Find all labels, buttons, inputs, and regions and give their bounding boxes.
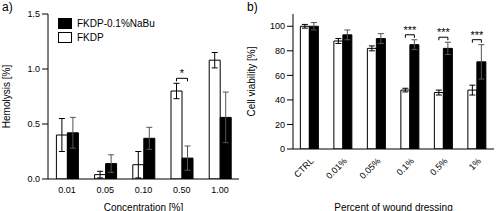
svg-text:0.5: 0.5: [27, 119, 40, 129]
svg-text:***: ***: [470, 29, 484, 41]
svg-text:*: *: [180, 67, 185, 79]
svg-text:0.5%: 0.5%: [428, 156, 450, 178]
html-text:FKDP: FKDP: [77, 32, 104, 43]
svg-text:0.05%: 0.05%: [358, 156, 383, 181]
svg-text:Hemolysis [%]: Hemolysis [%]: [8, 65, 12, 129]
svg-text:Concentration [%]: Concentration [%]: [104, 202, 184, 211]
svg-text:0: 0: [280, 144, 285, 154]
svg-text:1.5: 1.5: [27, 9, 40, 19]
svg-text:1.00: 1.00: [211, 185, 229, 195]
svg-text:0.1%: 0.1%: [395, 156, 417, 178]
svg-text:40: 40: [275, 95, 285, 105]
svg-text:80: 80: [275, 46, 285, 56]
html-text:FKDP-0.1%NaBu: FKDP-0.1%NaBu: [77, 18, 155, 29]
svg-text:60: 60: [275, 71, 285, 81]
svg-text:1.0: 1.0: [27, 64, 40, 74]
svg-text:0.05: 0.05: [97, 185, 115, 195]
html-text:b): b): [247, 0, 258, 14]
svg-text:0.0: 0.0: [27, 174, 40, 184]
svg-text:CTRL: CTRL: [292, 156, 316, 180]
svg-text:0.10: 0.10: [135, 185, 153, 195]
svg-text:0.50: 0.50: [173, 185, 191, 195]
svg-text:0.01: 0.01: [58, 185, 76, 195]
svg-text:Cell viability [%]: Cell viability [%]: [246, 46, 257, 116]
svg-text:20: 20: [275, 120, 285, 130]
svg-text:***: ***: [437, 26, 451, 38]
svg-text:***: ***: [403, 24, 417, 36]
svg-text:0.01%: 0.01%: [324, 156, 349, 181]
html-text:a): a): [2, 0, 13, 14]
svg-text:1%: 1%: [467, 156, 483, 172]
svg-text:Percent of wound dressing: Percent of wound dressing: [334, 202, 452, 211]
svg-text:100: 100: [270, 21, 285, 31]
